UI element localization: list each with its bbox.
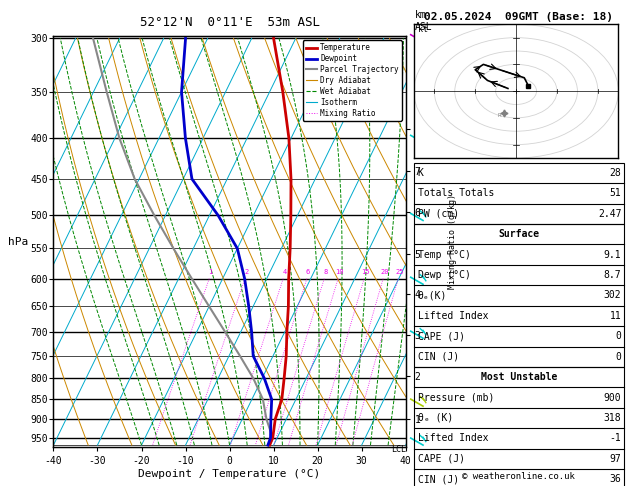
Text: 0: 0	[616, 352, 621, 362]
Text: Lifted Index: Lifted Index	[418, 311, 488, 321]
Text: Pressure (mb): Pressure (mb)	[418, 393, 494, 402]
Text: © weatheronline.co.uk: © weatheronline.co.uk	[462, 472, 576, 481]
Text: 25: 25	[395, 269, 404, 275]
Text: kt: kt	[418, 25, 428, 35]
Text: CIN (J): CIN (J)	[418, 352, 459, 362]
Text: Temp (°C): Temp (°C)	[418, 250, 470, 260]
Text: PW (cm): PW (cm)	[418, 209, 459, 219]
Text: 900: 900	[604, 393, 621, 402]
Text: 2.47: 2.47	[598, 209, 621, 219]
Text: Dewp (°C): Dewp (°C)	[418, 270, 470, 280]
Text: 11: 11	[610, 311, 621, 321]
Text: 36: 36	[610, 474, 621, 484]
Text: hPa: hPa	[8, 237, 28, 247]
Text: R: R	[498, 113, 501, 118]
Text: 02.05.2024  09GMT (Base: 18): 02.05.2024 09GMT (Base: 18)	[425, 12, 613, 22]
Text: θₑ (K): θₑ (K)	[418, 413, 453, 423]
Text: 318: 318	[604, 413, 621, 423]
Text: 10: 10	[335, 269, 343, 275]
Text: 20: 20	[380, 269, 389, 275]
Text: 15: 15	[361, 269, 369, 275]
Text: 51: 51	[610, 189, 621, 198]
Text: km
ASL: km ASL	[415, 10, 433, 32]
Text: 4: 4	[282, 269, 287, 275]
Text: θₑ(K): θₑ(K)	[418, 291, 447, 300]
Text: 9.1: 9.1	[604, 250, 621, 260]
Text: -1: -1	[610, 434, 621, 443]
Text: Most Unstable: Most Unstable	[481, 372, 557, 382]
Text: 302: 302	[604, 291, 621, 300]
Text: 1: 1	[208, 269, 213, 275]
Text: 2: 2	[244, 269, 248, 275]
Text: Lifted Index: Lifted Index	[418, 434, 488, 443]
X-axis label: Dewpoint / Temperature (°C): Dewpoint / Temperature (°C)	[138, 469, 321, 479]
Text: 8.7: 8.7	[604, 270, 621, 280]
Text: LCL: LCL	[391, 445, 406, 454]
Text: CAPE (J): CAPE (J)	[418, 454, 465, 464]
Text: 28: 28	[610, 168, 621, 178]
Text: 8: 8	[323, 269, 328, 275]
Text: Totals Totals: Totals Totals	[418, 189, 494, 198]
Text: Mixing Ratio (g/kg): Mixing Ratio (g/kg)	[448, 194, 457, 289]
Text: 0: 0	[616, 331, 621, 341]
Text: Surface: Surface	[498, 229, 540, 239]
Text: 97: 97	[610, 454, 621, 464]
Text: 52°12'N  0°11'E  53m ASL: 52°12'N 0°11'E 53m ASL	[140, 16, 320, 29]
Text: K: K	[418, 168, 423, 178]
Text: CIN (J): CIN (J)	[418, 474, 459, 484]
Text: 6: 6	[306, 269, 310, 275]
Text: CAPE (J): CAPE (J)	[418, 331, 465, 341]
Legend: Temperature, Dewpoint, Parcel Trajectory, Dry Adiabat, Wet Adiabat, Isotherm, Mi: Temperature, Dewpoint, Parcel Trajectory…	[303, 40, 402, 121]
